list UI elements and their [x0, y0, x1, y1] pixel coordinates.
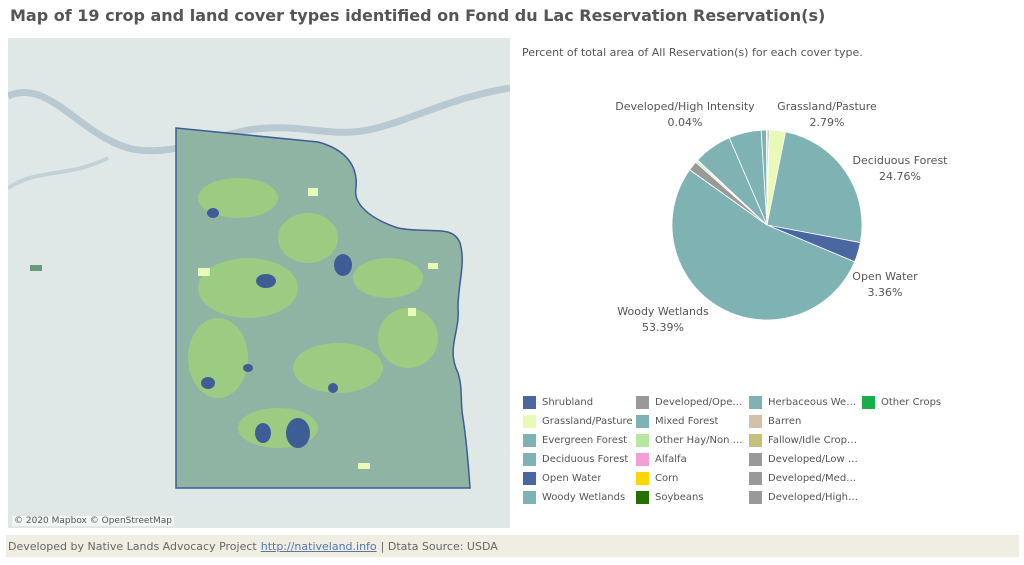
legend-swatch	[523, 395, 536, 409]
legend-item-other-crops[interactable]: Other Crops	[862, 394, 972, 410]
pie-value-developed-high-intensity: 0.04%	[668, 116, 703, 129]
legend-item-woody-wetlands[interactable]: Woody Wetlands	[523, 489, 633, 505]
pie-label-open-water: Open Water	[852, 270, 918, 283]
legend-label: Developed/Med I...	[768, 472, 859, 484]
legend-label: Corn	[655, 472, 679, 484]
page-title: Map of 19 crop and land cover types iden…	[10, 6, 826, 25]
legend-swatch	[636, 414, 649, 428]
legend-swatch	[523, 490, 536, 504]
pie-legend: Shrubland Grassland/Pasture Evergreen Fore…	[523, 394, 1023, 514]
legend-item-alfalfa[interactable]: Alfalfa	[636, 451, 746, 467]
reservation-map[interactable]: © 2020 Mapbox © OpenStreetMap	[8, 38, 510, 528]
legend-label: Grassland/Pasture	[542, 415, 633, 427]
legend-swatch	[862, 395, 875, 409]
grassland-patches	[198, 188, 438, 469]
footer: Developed by Native Lands Advocacy Proje…	[6, 535, 1019, 557]
legend-swatch	[523, 471, 536, 485]
legend-label: Other Hay/Non A...	[655, 434, 746, 446]
legend-label: Barren	[768, 415, 802, 427]
legend-label: Developed/High I...	[768, 491, 859, 503]
legend-label: Mixed Forest	[655, 415, 719, 427]
legend-item-developed-low-i[interactable]: Developed/Low I...	[749, 451, 859, 467]
pie-value-open-water: 3.36%	[868, 286, 903, 299]
legend-item-evergreen-forest[interactable]: Evergreen Forest	[523, 432, 633, 448]
legend-item-other-hay-non-a[interactable]: Other Hay/Non A...	[636, 432, 746, 448]
pie-value-grassland-pasture: 2.79%	[810, 116, 845, 129]
pie-label-developed-high-intensity: Developed/High Intensity	[615, 100, 755, 113]
pie-chart-title: Percent of total area of All Reservation…	[522, 46, 863, 59]
legend-label: Other Crops	[881, 396, 942, 408]
legend-item-developed-high-i[interactable]: Developed/High I...	[749, 489, 859, 505]
reservation-boundary	[175, 127, 471, 489]
legend-item-shrubland[interactable]: Shrubland	[523, 394, 633, 410]
legend-swatch	[636, 395, 649, 409]
pie-value-deciduous-forest: 24.76%	[879, 170, 921, 183]
legend-item-open-water[interactable]: Open Water	[523, 470, 633, 486]
legend-label: Shrubland	[542, 396, 594, 408]
legend-label: Deciduous Forest	[542, 453, 629, 465]
legend-swatch	[749, 471, 762, 485]
legend-swatch	[749, 452, 762, 466]
footer-suffix: | Dtata Source: USDA	[380, 539, 498, 553]
legend-swatch	[636, 452, 649, 466]
legend-label: Evergreen Forest	[542, 434, 628, 446]
legend-label: Alfalfa	[655, 453, 687, 465]
outlier-parcel	[30, 265, 42, 271]
legend-swatch	[523, 414, 536, 428]
legend-item-deciduous-forest[interactable]: Deciduous Forest	[523, 451, 633, 467]
legend-swatch	[523, 452, 536, 466]
legend-label: Open Water	[542, 472, 602, 484]
legend-label: Developed/Open ...	[655, 396, 746, 408]
pie-chart[interactable]: Developed/High Intensity 0.04% Grassland/P…	[515, 80, 1015, 380]
pie-label-deciduous-forest: Deciduous Forest	[853, 154, 949, 167]
legend-label: Fallow/Idle Cropl...	[768, 434, 859, 446]
legend-item-developed-med-i[interactable]: Developed/Med I...	[749, 470, 859, 486]
legend-swatch	[523, 433, 536, 447]
river-branch	[8, 156, 109, 190]
legend-item-developed-open[interactable]: Developed/Open ...	[636, 394, 746, 410]
pie-slice-deciduous-forest[interactable]	[766, 131, 863, 244]
river	[8, 84, 510, 155]
footer-link[interactable]: http://nativeland.info	[260, 539, 377, 553]
legend-swatch	[636, 471, 649, 485]
pie-label-grassland-pasture: Grassland/Pasture	[777, 100, 877, 113]
legend-swatch	[749, 414, 762, 428]
legend-swatch	[749, 490, 762, 504]
pie-slice-woody-wetlands[interactable]	[671, 169, 856, 321]
legend-item-barren[interactable]: Barren	[749, 413, 859, 429]
lakes	[201, 208, 352, 448]
map-attribution[interactable]: © 2020 Mapbox © OpenStreetMap	[12, 516, 174, 526]
legend-label: Herbaceous Wetl...	[768, 396, 859, 408]
footer-prefix: Developed by Native Lands Advocacy Proje…	[8, 539, 257, 553]
pie-value-woody-wetlands: 53.39%	[642, 321, 684, 334]
legend-swatch	[636, 433, 649, 447]
legend-label: Woody Wetlands	[542, 491, 626, 503]
legend-swatch	[636, 490, 649, 504]
map-canvas	[8, 84, 510, 489]
legend-label: Developed/Low I...	[768, 453, 859, 465]
legend-swatch	[749, 433, 762, 447]
legend-label: Soybeans	[655, 491, 704, 503]
legend-item-grassland-pasture[interactable]: Grassland/Pasture	[523, 413, 633, 429]
legend-swatch	[749, 395, 762, 409]
legend-item-mixed-forest[interactable]: Mixed Forest	[636, 413, 746, 429]
pie-label-woody-wetlands: Woody Wetlands	[617, 305, 709, 318]
legend-item-herbaceous-wetl[interactable]: Herbaceous Wetl...	[749, 394, 859, 410]
legend-item-soybeans[interactable]: Soybeans	[636, 489, 746, 505]
legend-item-corn[interactable]: Corn	[636, 470, 746, 486]
legend-item-fallow-idle-cropl[interactable]: Fallow/Idle Cropl...	[749, 432, 859, 448]
